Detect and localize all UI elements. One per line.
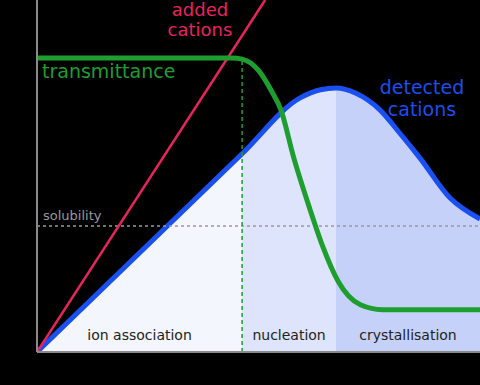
- svg-text:crystallisation: crystallisation: [359, 327, 456, 343]
- html-text:detected cations: detected cations: [379, 76, 465, 120]
- html-text:transmittance: transmittance: [42, 60, 176, 82]
- svg-text:nucleation: nucleation: [252, 327, 325, 343]
- svg-text:solubility: solubility: [43, 208, 102, 223]
- svg-text:ion association: ion association: [87, 327, 192, 343]
- html-text:added cations: added cations: [167, 0, 233, 40]
